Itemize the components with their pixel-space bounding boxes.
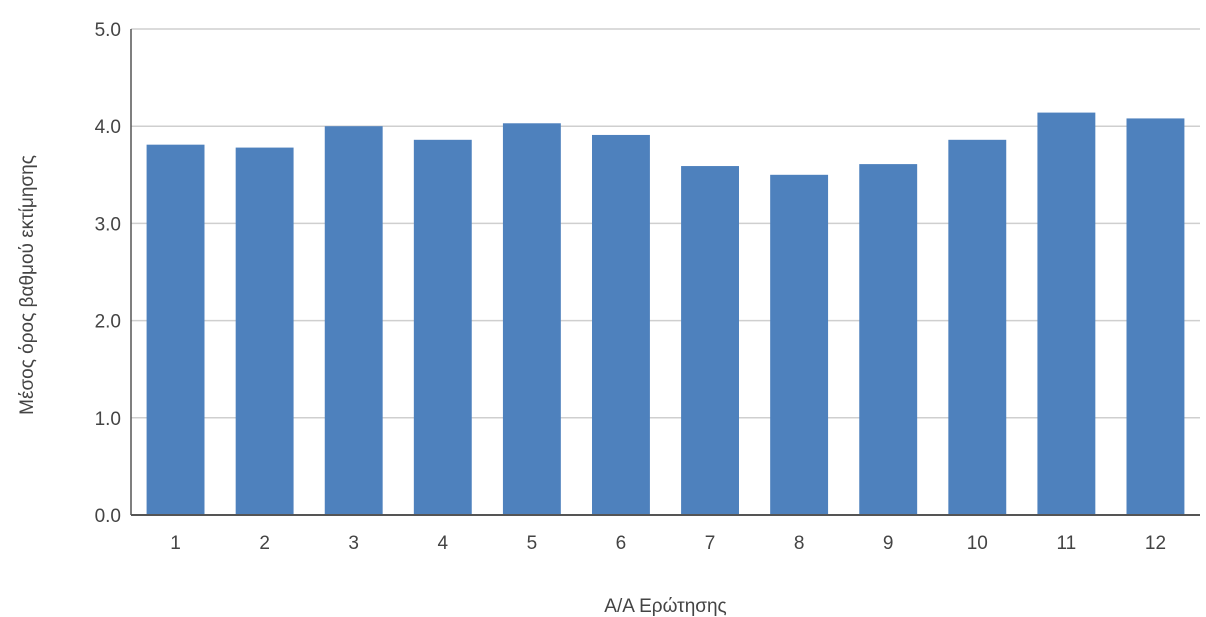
- bar: [1126, 118, 1185, 515]
- bars: [146, 112, 1185, 516]
- x-tick-label: 4: [438, 533, 449, 554]
- bar: [146, 144, 205, 515]
- bar: [235, 147, 294, 516]
- bar: [324, 126, 383, 515]
- bar: [770, 174, 829, 516]
- gridlines: [131, 28, 1200, 419]
- x-tick-label: 3: [348, 533, 359, 554]
- y-tick-label: 2.0: [95, 312, 121, 333]
- bar: [859, 164, 918, 515]
- y-tick-label: 4.0: [95, 117, 121, 138]
- x-tick-label: 7: [705, 533, 716, 554]
- bar: [681, 166, 739, 515]
- x-tick-label: 1: [170, 533, 181, 554]
- x-tick-label: 9: [883, 533, 894, 554]
- x-tick-label: 8: [794, 533, 805, 554]
- bar: [1037, 112, 1096, 515]
- x-tick-labels: 1 2 3 4 5 6 7 8 9 10 11 12: [170, 533, 1166, 554]
- x-tick-label: 5: [527, 533, 538, 554]
- bar: [592, 134, 650, 515]
- bar: [502, 123, 561, 515]
- bar: [948, 139, 1007, 516]
- y-tick-label: 3.0: [95, 214, 121, 235]
- x-tick-label: 11: [1057, 533, 1077, 554]
- x-axis-title: Α/Α Ερώτησης: [604, 596, 726, 617]
- bar: [413, 139, 472, 516]
- y-tick-label: 5.0: [95, 20, 121, 41]
- x-tick-label: 6: [616, 533, 627, 554]
- y-tick-label: 1.0: [95, 409, 121, 430]
- y-tick-labels: 0.0 1.0 2.0 3.0 4.0 5.0: [95, 20, 121, 527]
- x-tick-label: 12: [1145, 533, 1166, 554]
- y-tick-label: 0.0: [95, 506, 121, 527]
- x-tick-label: 2: [259, 533, 270, 554]
- y-axis-title: Μέσος όρος βαθμού εκτίμησης: [17, 155, 38, 415]
- x-tick-label: 10: [967, 533, 988, 554]
